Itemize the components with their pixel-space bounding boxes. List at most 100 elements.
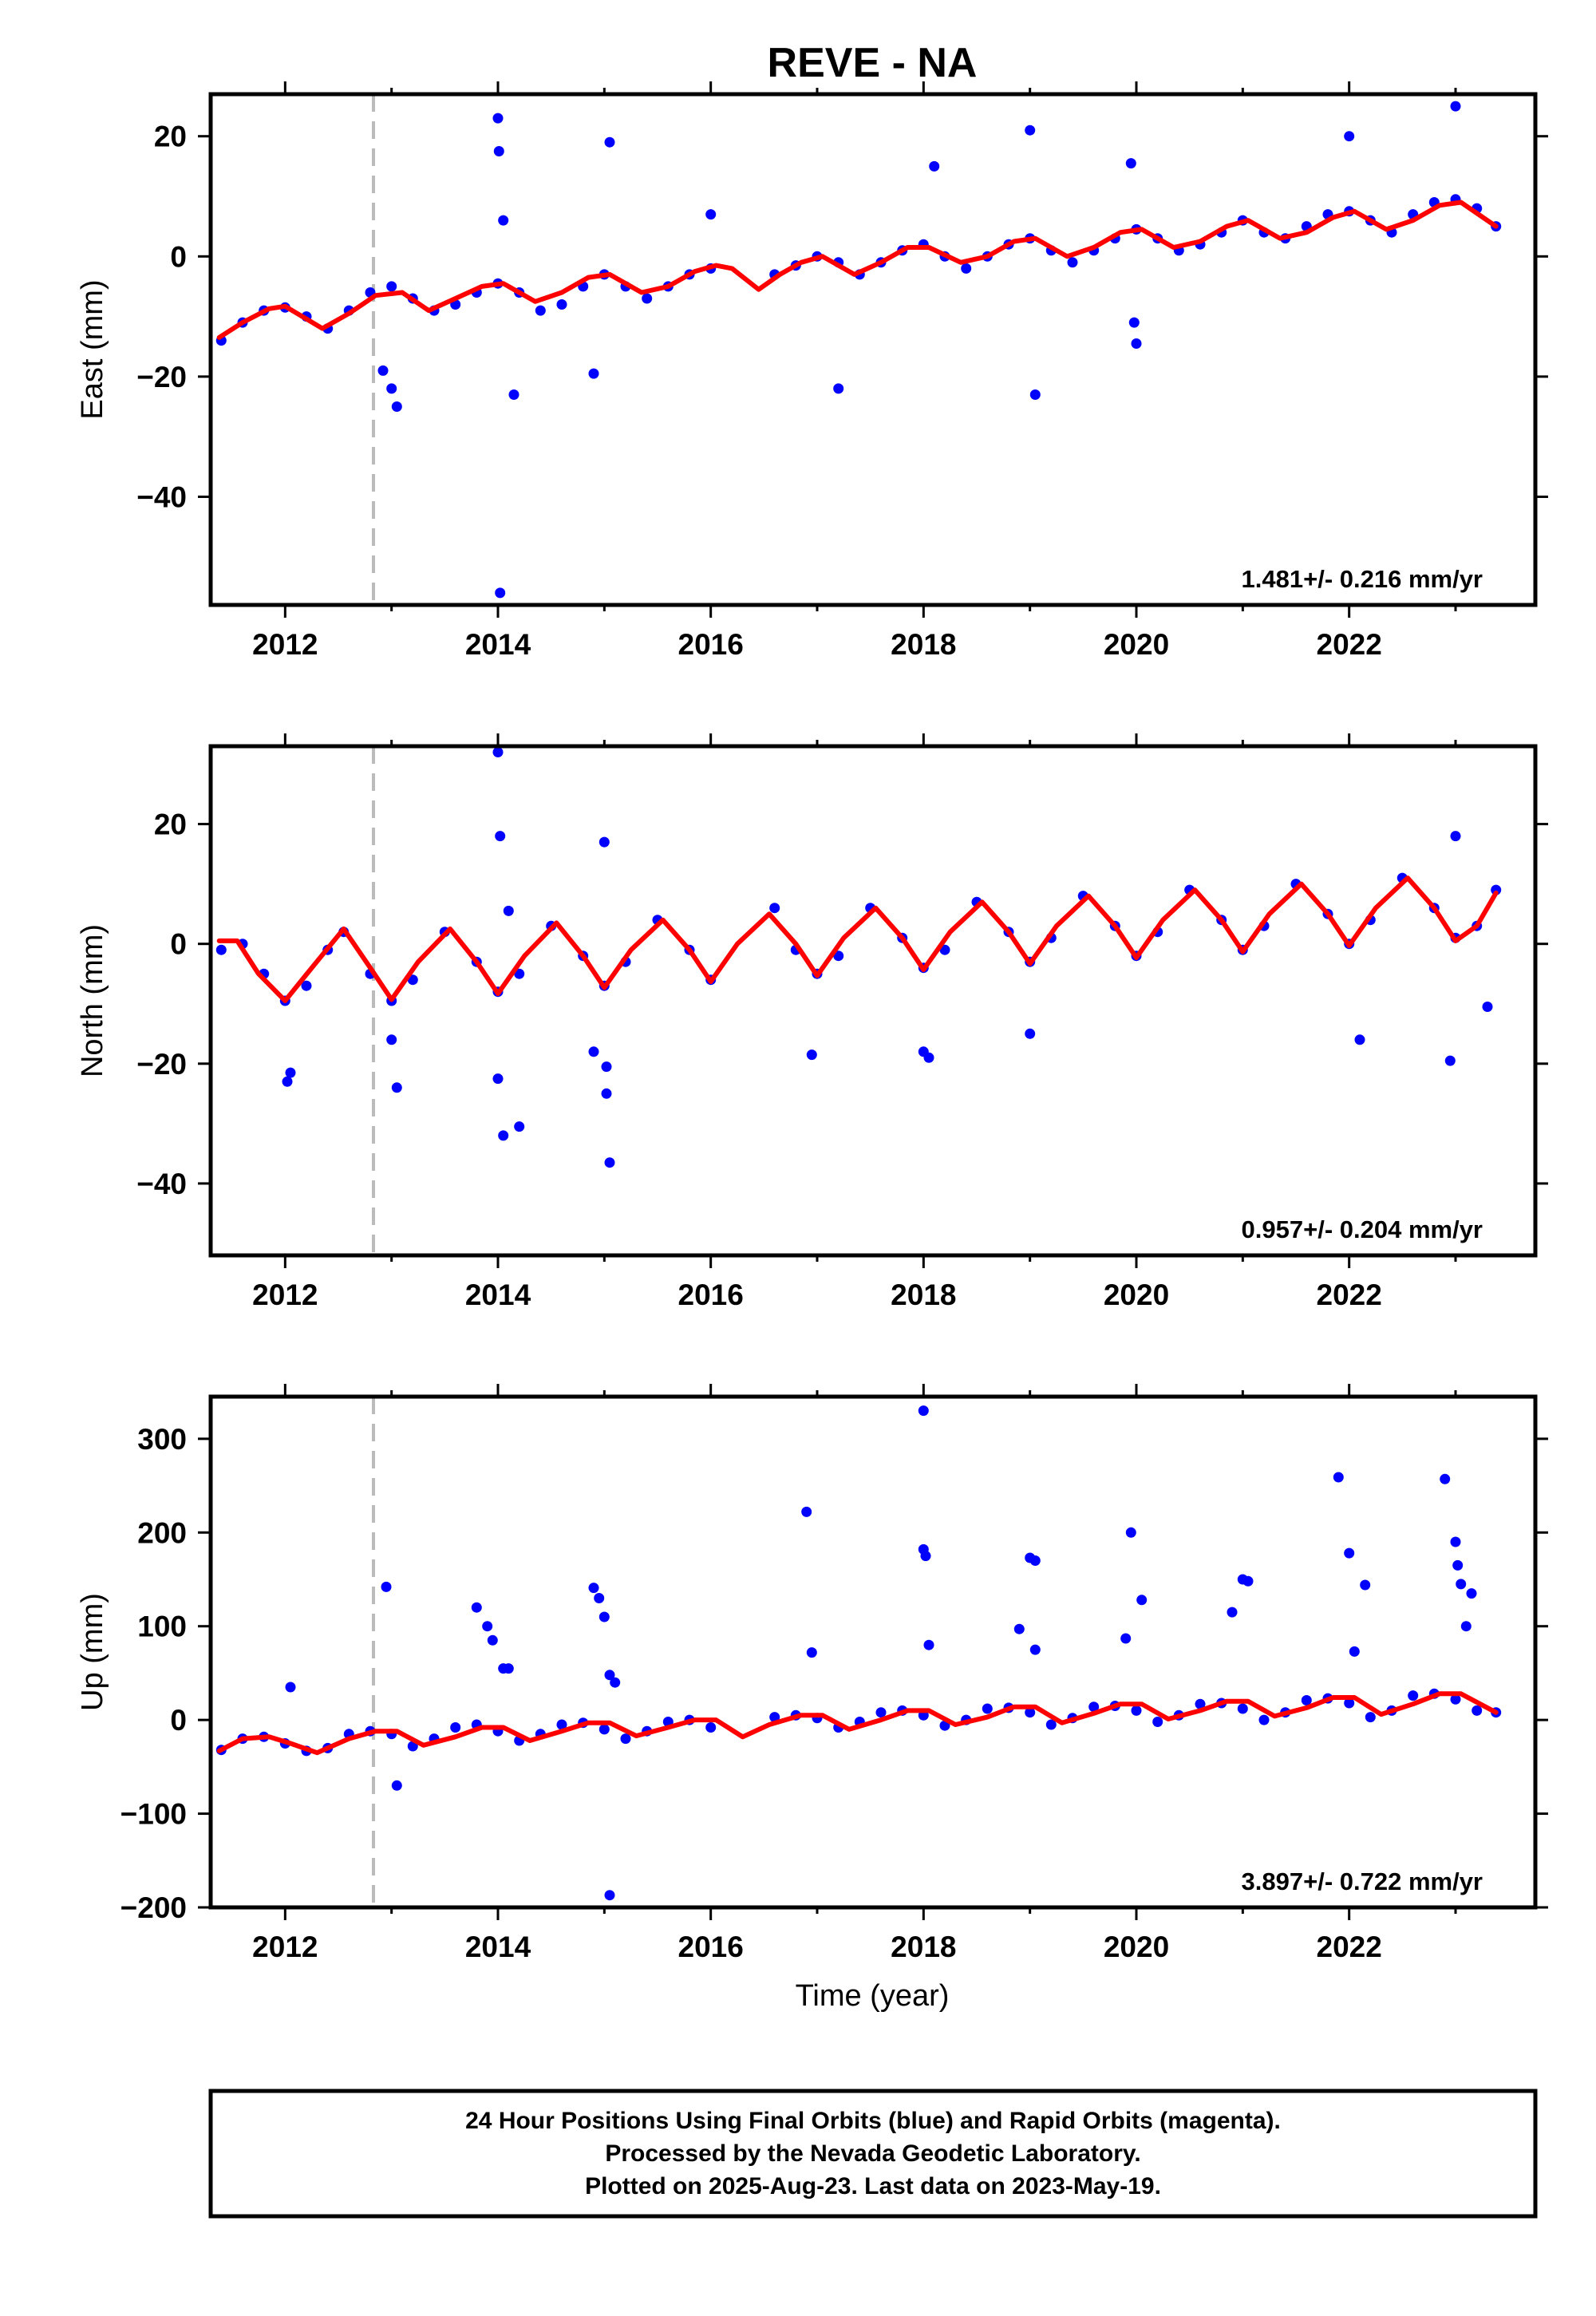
north-point bbox=[588, 1046, 599, 1057]
up-point bbox=[875, 1707, 887, 1718]
footer-line-3: Plotted on 2025-Aug-23. Last data on 202… bbox=[585, 2173, 1161, 2199]
up-point bbox=[1242, 1575, 1254, 1587]
up-y-tick-label: 200 bbox=[137, 1516, 187, 1549]
up-y-tick-label: 0 bbox=[170, 1704, 187, 1737]
east-point bbox=[705, 209, 717, 220]
east-point bbox=[588, 368, 599, 379]
up-point bbox=[381, 1581, 392, 1592]
north-point bbox=[514, 1121, 525, 1132]
north-x-tick-label: 2022 bbox=[1317, 1279, 1382, 1311]
north-point bbox=[1482, 1002, 1493, 1012]
east-plot-area bbox=[215, 94, 1502, 605]
north-y-tick-label: −20 bbox=[136, 1048, 187, 1081]
up-point bbox=[503, 1663, 514, 1674]
north-x-tick-label: 2018 bbox=[891, 1279, 956, 1311]
north-point bbox=[503, 905, 514, 916]
footer-line-1: 24 Hour Positions Using Final Orbits (bl… bbox=[465, 2108, 1281, 2134]
up-point bbox=[1088, 1701, 1100, 1713]
up-point bbox=[982, 1703, 993, 1714]
north-point bbox=[1491, 884, 1502, 895]
north-point bbox=[833, 951, 844, 962]
up-point bbox=[1450, 1536, 1461, 1547]
east-point bbox=[929, 160, 940, 172]
up-point bbox=[1466, 1588, 1477, 1599]
up-point bbox=[285, 1682, 296, 1693]
up-point bbox=[1195, 1698, 1206, 1709]
north-point bbox=[391, 1082, 402, 1093]
up-point bbox=[1029, 1555, 1041, 1566]
north-frame bbox=[208, 744, 1538, 1258]
up-point bbox=[1025, 1707, 1036, 1718]
up-point bbox=[1125, 1527, 1136, 1538]
east-point bbox=[604, 136, 615, 148]
north-x-tick-label: 2012 bbox=[252, 1279, 318, 1311]
east-point bbox=[492, 113, 504, 124]
up-point bbox=[1450, 1694, 1461, 1705]
up-x-tick-label: 2016 bbox=[678, 1931, 744, 1963]
footer-line-2: Processed by the Nevada Geodetic Laborat… bbox=[605, 2140, 1140, 2167]
up-point bbox=[391, 1780, 402, 1791]
up-point bbox=[1456, 1579, 1467, 1590]
up-point bbox=[920, 1551, 931, 1562]
north-y-tick-label: 20 bbox=[154, 808, 187, 841]
east-point bbox=[386, 281, 397, 292]
east-point bbox=[1131, 338, 1142, 349]
up-point bbox=[598, 1611, 610, 1622]
east-point bbox=[833, 383, 844, 394]
east-point bbox=[535, 305, 546, 316]
up-x-tick-label: 2022 bbox=[1317, 1931, 1382, 1963]
east-point bbox=[391, 401, 402, 412]
north-y-tick-label: 0 bbox=[170, 928, 187, 961]
north-point bbox=[285, 1067, 296, 1078]
up-point bbox=[604, 1890, 615, 1901]
up-point bbox=[1408, 1690, 1419, 1701]
north-x-tick-label: 2020 bbox=[1104, 1279, 1169, 1311]
up-point bbox=[482, 1621, 493, 1632]
up-point bbox=[1237, 1703, 1248, 1714]
north-point bbox=[301, 980, 312, 991]
up-y-tick-label: 100 bbox=[137, 1611, 187, 1643]
up-point bbox=[1365, 1712, 1376, 1723]
up-point bbox=[769, 1712, 780, 1723]
north-point bbox=[598, 836, 610, 848]
north-point bbox=[923, 1052, 934, 1063]
north-point bbox=[806, 1049, 817, 1061]
north-plot-area bbox=[215, 746, 1502, 1255]
up-point bbox=[923, 1639, 934, 1650]
east-point bbox=[1067, 257, 1078, 268]
chart-title: REVE - NA bbox=[768, 40, 978, 86]
footer-box bbox=[208, 2089, 1538, 2219]
east-point bbox=[386, 383, 397, 394]
east-y-tick-label: 20 bbox=[154, 121, 187, 153]
up-point bbox=[1333, 1472, 1344, 1483]
up-point bbox=[1013, 1623, 1025, 1634]
up-x-tick-label: 2014 bbox=[465, 1931, 531, 1963]
up-point bbox=[1452, 1559, 1464, 1571]
east-point bbox=[642, 293, 653, 304]
up-point bbox=[1152, 1717, 1163, 1727]
east-y-axis-label: East (mm) bbox=[76, 279, 109, 419]
up-point bbox=[705, 1722, 717, 1733]
up-point bbox=[1258, 1714, 1270, 1725]
up-point bbox=[588, 1583, 599, 1594]
up-point bbox=[1045, 1719, 1057, 1730]
north-panel: 2012 2014 2016 2018 2020 2022 20 0 −20 −40 North (… bbox=[76, 733, 1548, 1311]
up-point bbox=[801, 1506, 812, 1517]
up-point bbox=[1131, 1705, 1142, 1716]
north-rate-label: 0.957+/- 0.204 mm/yr bbox=[1242, 1215, 1483, 1243]
east-x-tick-label: 2022 bbox=[1317, 628, 1382, 661]
east-point bbox=[1025, 124, 1036, 136]
up-point bbox=[1349, 1646, 1360, 1657]
east-point bbox=[1125, 158, 1136, 169]
north-point bbox=[514, 968, 525, 979]
east-x-tick-label: 2020 bbox=[1104, 628, 1169, 661]
up-point bbox=[471, 1602, 482, 1613]
north-point bbox=[601, 1061, 612, 1073]
north-point bbox=[601, 1088, 612, 1099]
up-point bbox=[1344, 1547, 1355, 1559]
east-point bbox=[498, 215, 509, 226]
east-x-tick-label: 2014 bbox=[465, 628, 531, 661]
up-point bbox=[1344, 1697, 1355, 1709]
north-y-tick-label: −40 bbox=[136, 1168, 187, 1200]
